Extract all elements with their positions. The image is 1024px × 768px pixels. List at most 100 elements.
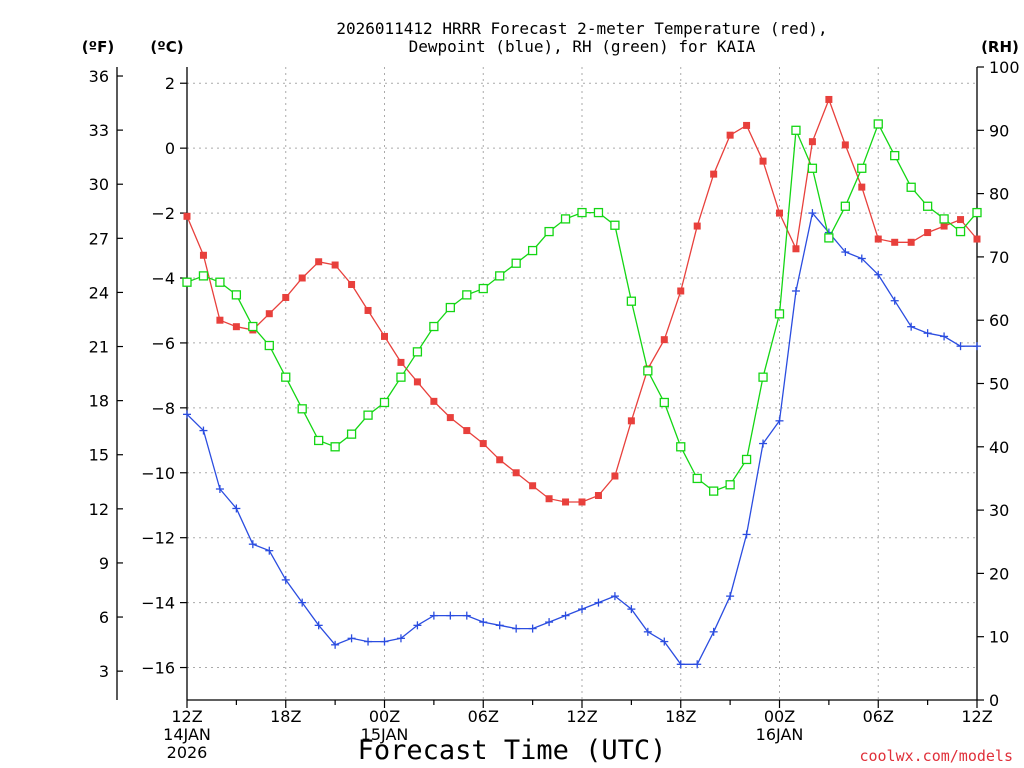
dewpoint-point [314,621,323,630]
rh-point [659,397,669,408]
dewpoint-point [331,640,340,649]
temperature-point [924,229,932,237]
rh-tick-label: 50 [989,375,1009,394]
temperature-point [562,498,570,506]
temperature-point [726,131,734,139]
dewpoint-point [462,611,471,620]
rh-point [955,226,966,237]
dewpoint-point [495,621,504,630]
rh-point [692,473,702,484]
rh-tick-label: 20 [989,564,1009,583]
temperature-point [841,141,849,149]
temperature-point [348,280,356,288]
temperature-point [858,183,866,191]
rh-point [725,480,735,490]
rh-point [791,125,801,135]
rh-point [363,410,373,420]
celsius-tick-label: 0 [165,139,175,158]
dewpoint-point [479,618,488,627]
dewpoint-point [627,605,636,614]
fahrenheit-tick-label: 36 [89,67,109,86]
dewpoint-point [413,621,422,630]
temperature-point [776,209,783,217]
temperature-point [381,332,388,340]
dewpoint-point [643,627,652,636]
temperature-point [973,235,981,243]
dewpoint-point [808,209,817,218]
rh-unit-label: (RH) [981,38,1019,56]
rh-point [890,150,900,161]
rh-point [281,372,291,382]
rh-point [379,397,390,408]
temperature-point [874,235,882,243]
celsius-tick-label: −4 [151,269,175,288]
rh-point [198,271,209,281]
rh-point [495,271,505,281]
temperature-point [331,261,339,269]
rh-tick-label: 30 [989,501,1009,520]
temperature-point [315,258,323,266]
dewpoint-point [956,342,965,351]
dewpoint-point [742,530,751,539]
x-tick-label: 06Z [863,707,894,726]
x-tick-date-label: 15JAN [361,725,409,744]
rh-point [807,163,818,173]
celsius-tick-label: −8 [151,399,175,418]
celsius-tick-label: 2 [165,74,175,93]
rh-tick-label: 100 [989,58,1020,77]
celsius-unit-label: (ºC) [150,38,183,56]
celsius-tick-label: −10 [141,464,175,483]
dewpoint-point [660,637,669,646]
rh-point [396,372,406,382]
x-tick-label: 00Z [369,707,400,726]
rh-point [478,283,488,294]
temperature-point [529,482,537,490]
dewpoint-point [693,660,702,669]
temperature-point [199,251,207,259]
fahrenheit-tick-label: 30 [89,175,109,194]
rh-point [264,340,274,351]
rh-point [314,435,324,446]
chart-title-line2: Dewpoint (blue), RH (green) for KAIA [409,37,756,56]
dewpoint-point [512,624,521,633]
temperature-point [891,238,899,246]
temperature-point [759,157,767,165]
temperature-point [710,170,718,178]
temperature-point [677,287,685,295]
rh-point [972,207,982,218]
dewpoint-point [248,540,257,549]
x-tick-label: 18Z [270,707,301,726]
temperature-point [578,498,586,506]
dewpoint-point [791,286,800,295]
x-axis-title: Forecast Time (UTC) [358,735,667,766]
temperature-point [298,274,306,282]
rh-point [709,486,719,496]
rh-tick-label: 60 [989,311,1009,330]
dewpoint-point [298,598,307,607]
temperature-point [446,414,454,422]
dewpoint-point [429,611,438,620]
dewpoint-point [561,611,570,620]
dewpoint-point [380,637,389,646]
dewpoint-point [610,592,619,601]
dewpoint-point [775,416,784,425]
x-tick-label: 12Z [171,707,202,726]
dewpoint-point [940,332,949,341]
chart-title-line1: 2026011412 HRRR Forecast 2-meter Tempera… [336,19,827,38]
rh-point [676,442,686,452]
series-layer [182,95,982,669]
dewpoint-point [183,410,191,419]
temperature-point [825,95,833,103]
rh-tick-label: 70 [989,248,1009,267]
temperature-point [743,121,751,129]
rh-point [643,366,653,376]
temperature-point [232,323,240,331]
rh-point [577,207,587,218]
rh-point [248,321,258,332]
rh-point [593,207,604,218]
rh-point [758,372,768,382]
x-tick-label: 06Z [468,707,499,726]
rh-point [511,258,521,268]
